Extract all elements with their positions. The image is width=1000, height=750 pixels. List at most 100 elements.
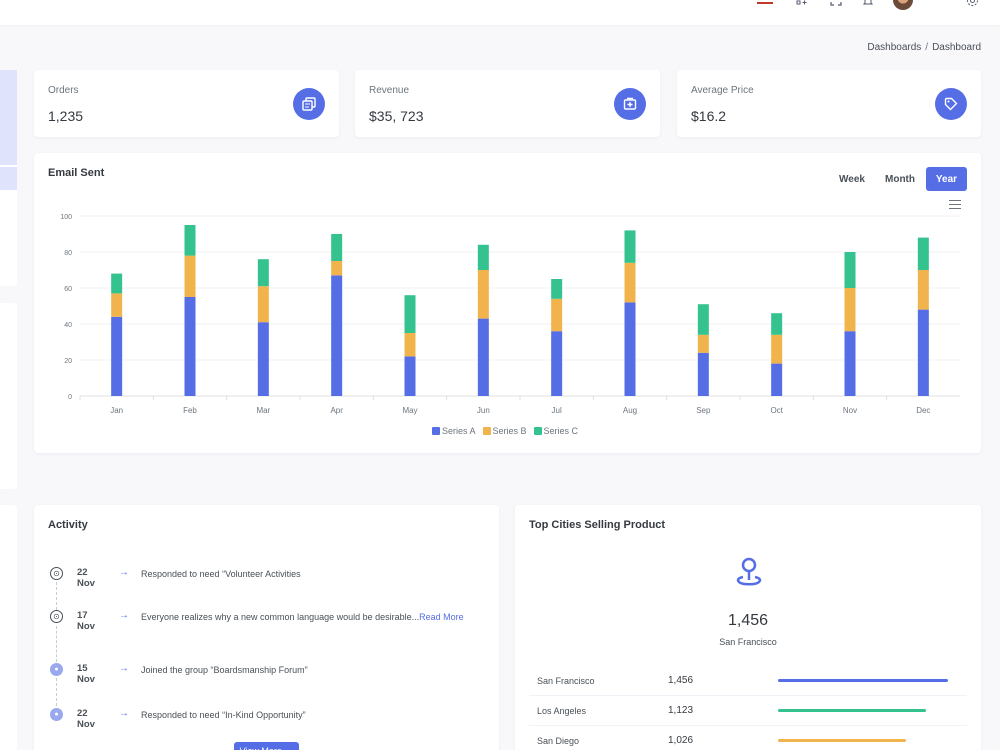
arrow-right-icon: → — [119, 663, 129, 674]
city-value: 1,026 — [668, 735, 694, 746]
x-tick-label: May — [402, 406, 417, 415]
legend-label: Series B — [492, 426, 527, 436]
read-more-link[interactable]: Read More — [419, 612, 464, 622]
city-progress-track — [778, 739, 948, 742]
breadcrumb-parent[interactable]: Dashboards — [867, 42, 922, 53]
bar-segment — [404, 295, 416, 333]
stat-card-revenue: Revenue $35, 723 — [355, 70, 660, 137]
activity-text-body: Everyone realizes why a new common langu… — [141, 612, 420, 622]
bar-segment — [844, 252, 856, 288]
chart-legend: Series A Series B Series C — [432, 426, 578, 436]
bar-segment — [844, 331, 856, 396]
bar-segment — [257, 259, 269, 287]
x-tick-label: Jul — [552, 406, 562, 415]
stat-card-orders: Orders 1,235 — [34, 70, 339, 137]
bar-segment — [184, 255, 196, 297]
apps-grid-icon[interactable] — [795, 0, 809, 7]
activity-text: Joined the group “Boardsmanship Forum” — [141, 665, 308, 675]
stat-label: Revenue — [369, 85, 410, 96]
user-name[interactable]: test ▾ — [920, 0, 944, 3]
x-tick-label: Sep — [696, 406, 711, 415]
bar-segment — [917, 270, 929, 310]
bar-segment — [331, 261, 343, 276]
card-title: Top Cities Selling Product — [529, 519, 666, 531]
legend-swatch — [482, 427, 491, 435]
top-city-value: 1,456 — [727, 612, 769, 629]
left-card-divider — [0, 165, 17, 167]
clock-outline-icon: ⊙ — [50, 567, 63, 580]
city-name: Los Angeles — [537, 706, 587, 716]
bar-segment — [111, 293, 123, 317]
x-tick-label: Feb — [183, 406, 197, 415]
city-name: San Diego — [537, 736, 580, 746]
x-tick-label: Dec — [916, 406, 930, 415]
bar-segment — [184, 225, 196, 256]
bar-segment — [184, 297, 196, 396]
city-row: San Francisco 1,456 — [529, 666, 967, 696]
bar-segment — [111, 273, 123, 294]
range-year-button[interactable]: Year — [926, 167, 967, 191]
x-tick-label: Aug — [623, 406, 637, 415]
y-tick-label: 0 — [68, 394, 72, 401]
legend-item[interactable]: Series C — [533, 426, 578, 436]
bar-segment — [111, 316, 123, 396]
us-flag-icon[interactable] — [757, 0, 773, 6]
y-tick-label: 40 — [64, 322, 72, 329]
bar-segment — [477, 318, 489, 396]
y-tick-label: 60 — [64, 286, 72, 293]
breadcrumb-current: Dashboard — [932, 42, 981, 53]
bar-segment — [331, 275, 343, 396]
left-card-partial — [0, 70, 17, 286]
map-pin-icon — [732, 555, 766, 594]
bar-segment — [771, 313, 783, 335]
user-avatar[interactable] — [893, 0, 913, 10]
city-progress-track — [778, 709, 948, 712]
range-month-button[interactable]: Month — [885, 173, 915, 185]
city-progress-track — [778, 679, 948, 682]
activity-item: ● 22 Nov → Responded to need “In-Kind Op… — [50, 708, 306, 730]
clock-outline-icon: ⊙ — [50, 610, 63, 623]
activity-text: Responded to need “In-Kind Opportunity” — [141, 710, 306, 720]
bar-segment — [551, 331, 563, 396]
city-name: San Francisco — [537, 676, 595, 686]
breadcrumb: Dashboards / Dashboard — [867, 42, 981, 53]
arrow-right-icon: → — [119, 610, 129, 621]
x-tick-label: Jan — [110, 406, 123, 415]
top-city-name: San Francisco — [719, 637, 777, 647]
archive-in-icon — [614, 88, 646, 120]
y-tick-label: 100 — [60, 214, 72, 221]
bar-segment — [917, 309, 929, 396]
activity-card: Activity — [34, 505, 499, 750]
city-progress-bar — [778, 709, 926, 712]
y-tick-label: 20 — [64, 358, 72, 365]
bar-segment — [917, 237, 929, 270]
stat-label: Orders — [48, 85, 79, 96]
bar-segment — [257, 286, 269, 323]
settings-icon[interactable] — [965, 0, 979, 7]
bar-segment — [624, 302, 636, 396]
left-card-partial — [0, 505, 17, 750]
bar-segment — [697, 334, 709, 353]
timeline-line — [56, 678, 57, 706]
arrow-right-icon: → — [119, 567, 129, 578]
bar-segment — [257, 322, 269, 396]
activity-date: 17 Nov — [77, 610, 95, 632]
bar-segment — [551, 279, 563, 299]
city-progress-bar — [778, 739, 906, 742]
bar-segment — [404, 356, 416, 396]
fullscreen-icon[interactable] — [829, 0, 843, 7]
circle-filled-icon: ● — [50, 663, 63, 676]
legend-item[interactable]: Series B — [482, 426, 527, 436]
chart-menu-icon[interactable] — [949, 200, 961, 209]
bell-icon[interactable] — [861, 0, 875, 7]
bar-segment — [404, 333, 416, 357]
activity-date: 15 Nov — [77, 663, 95, 685]
range-week-button[interactable]: Week — [839, 173, 865, 185]
bar-segment — [844, 288, 856, 332]
activity-text: Everyone realizes why a new common langu… — [141, 610, 480, 624]
legend-item[interactable]: Series A — [432, 426, 476, 436]
email-sent-chart: 0 20 40 60 80 100 Jan Feb Mar Apr May Jun Jul Aug Sep O… — [60, 214, 960, 415]
view-more-button[interactable]: View More → — [234, 742, 299, 750]
breadcrumb-separator: / — [925, 42, 929, 53]
city-progress-bar — [778, 679, 948, 682]
